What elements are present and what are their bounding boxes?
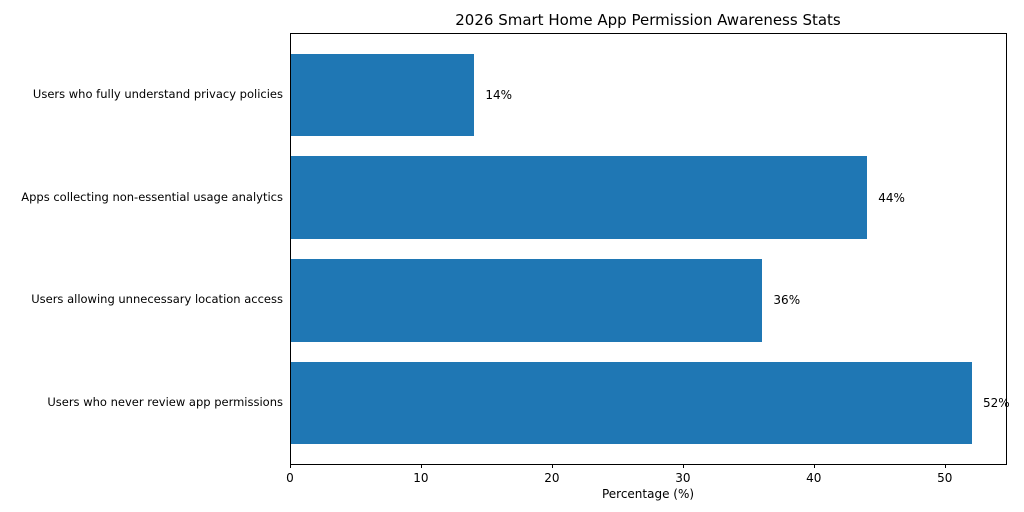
bar-value-label: 52% bbox=[982, 396, 1010, 411]
plot-area: 14% 44% 36% 52% bbox=[290, 33, 1010, 465]
bar bbox=[291, 259, 763, 342]
y-axis-label: Users who never review app permissions bbox=[47, 395, 283, 410]
x-axis-tick bbox=[944, 464, 946, 468]
bar bbox=[291, 156, 868, 239]
x-axis-tick bbox=[813, 464, 815, 468]
x-axis-tick-label: 0 bbox=[286, 471, 294, 485]
chart-title: 2026 Smart Home App Permission Awareness… bbox=[455, 11, 841, 29]
bar-value-label: 44% bbox=[878, 190, 905, 205]
bar-value-label: 36% bbox=[773, 293, 801, 308]
y-axis-labels: Users who fully understand privacy polic… bbox=[0, 33, 283, 463]
bar-value-label: 14% bbox=[485, 87, 512, 102]
x-axis-tick-label: 30 bbox=[675, 471, 691, 485]
x-axis-tick-label: 50 bbox=[937, 471, 953, 485]
x-axis-tick-label: 20 bbox=[544, 471, 560, 485]
bar bbox=[291, 362, 972, 445]
x-axis-tick bbox=[290, 464, 291, 468]
y-axis-label: Users allowing unnecessary location acce… bbox=[31, 292, 283, 307]
x-axis: 0 10 20 30 40 50 bbox=[286, 464, 1005, 494]
bar bbox=[291, 53, 475, 136]
y-axis-label: Users who fully understand privacy polic… bbox=[32, 86, 283, 101]
x-axis-tick-label: 10 bbox=[413, 471, 429, 485]
x-axis-tick-label: 40 bbox=[806, 471, 822, 485]
x-axis-tick bbox=[682, 464, 684, 468]
x-axis-tick bbox=[420, 464, 422, 468]
y-axis-label: Apps collecting non-essential usage anal… bbox=[21, 189, 283, 204]
x-axis-title: Percentage (%) bbox=[601, 487, 695, 501]
x-axis-tick bbox=[551, 464, 553, 468]
